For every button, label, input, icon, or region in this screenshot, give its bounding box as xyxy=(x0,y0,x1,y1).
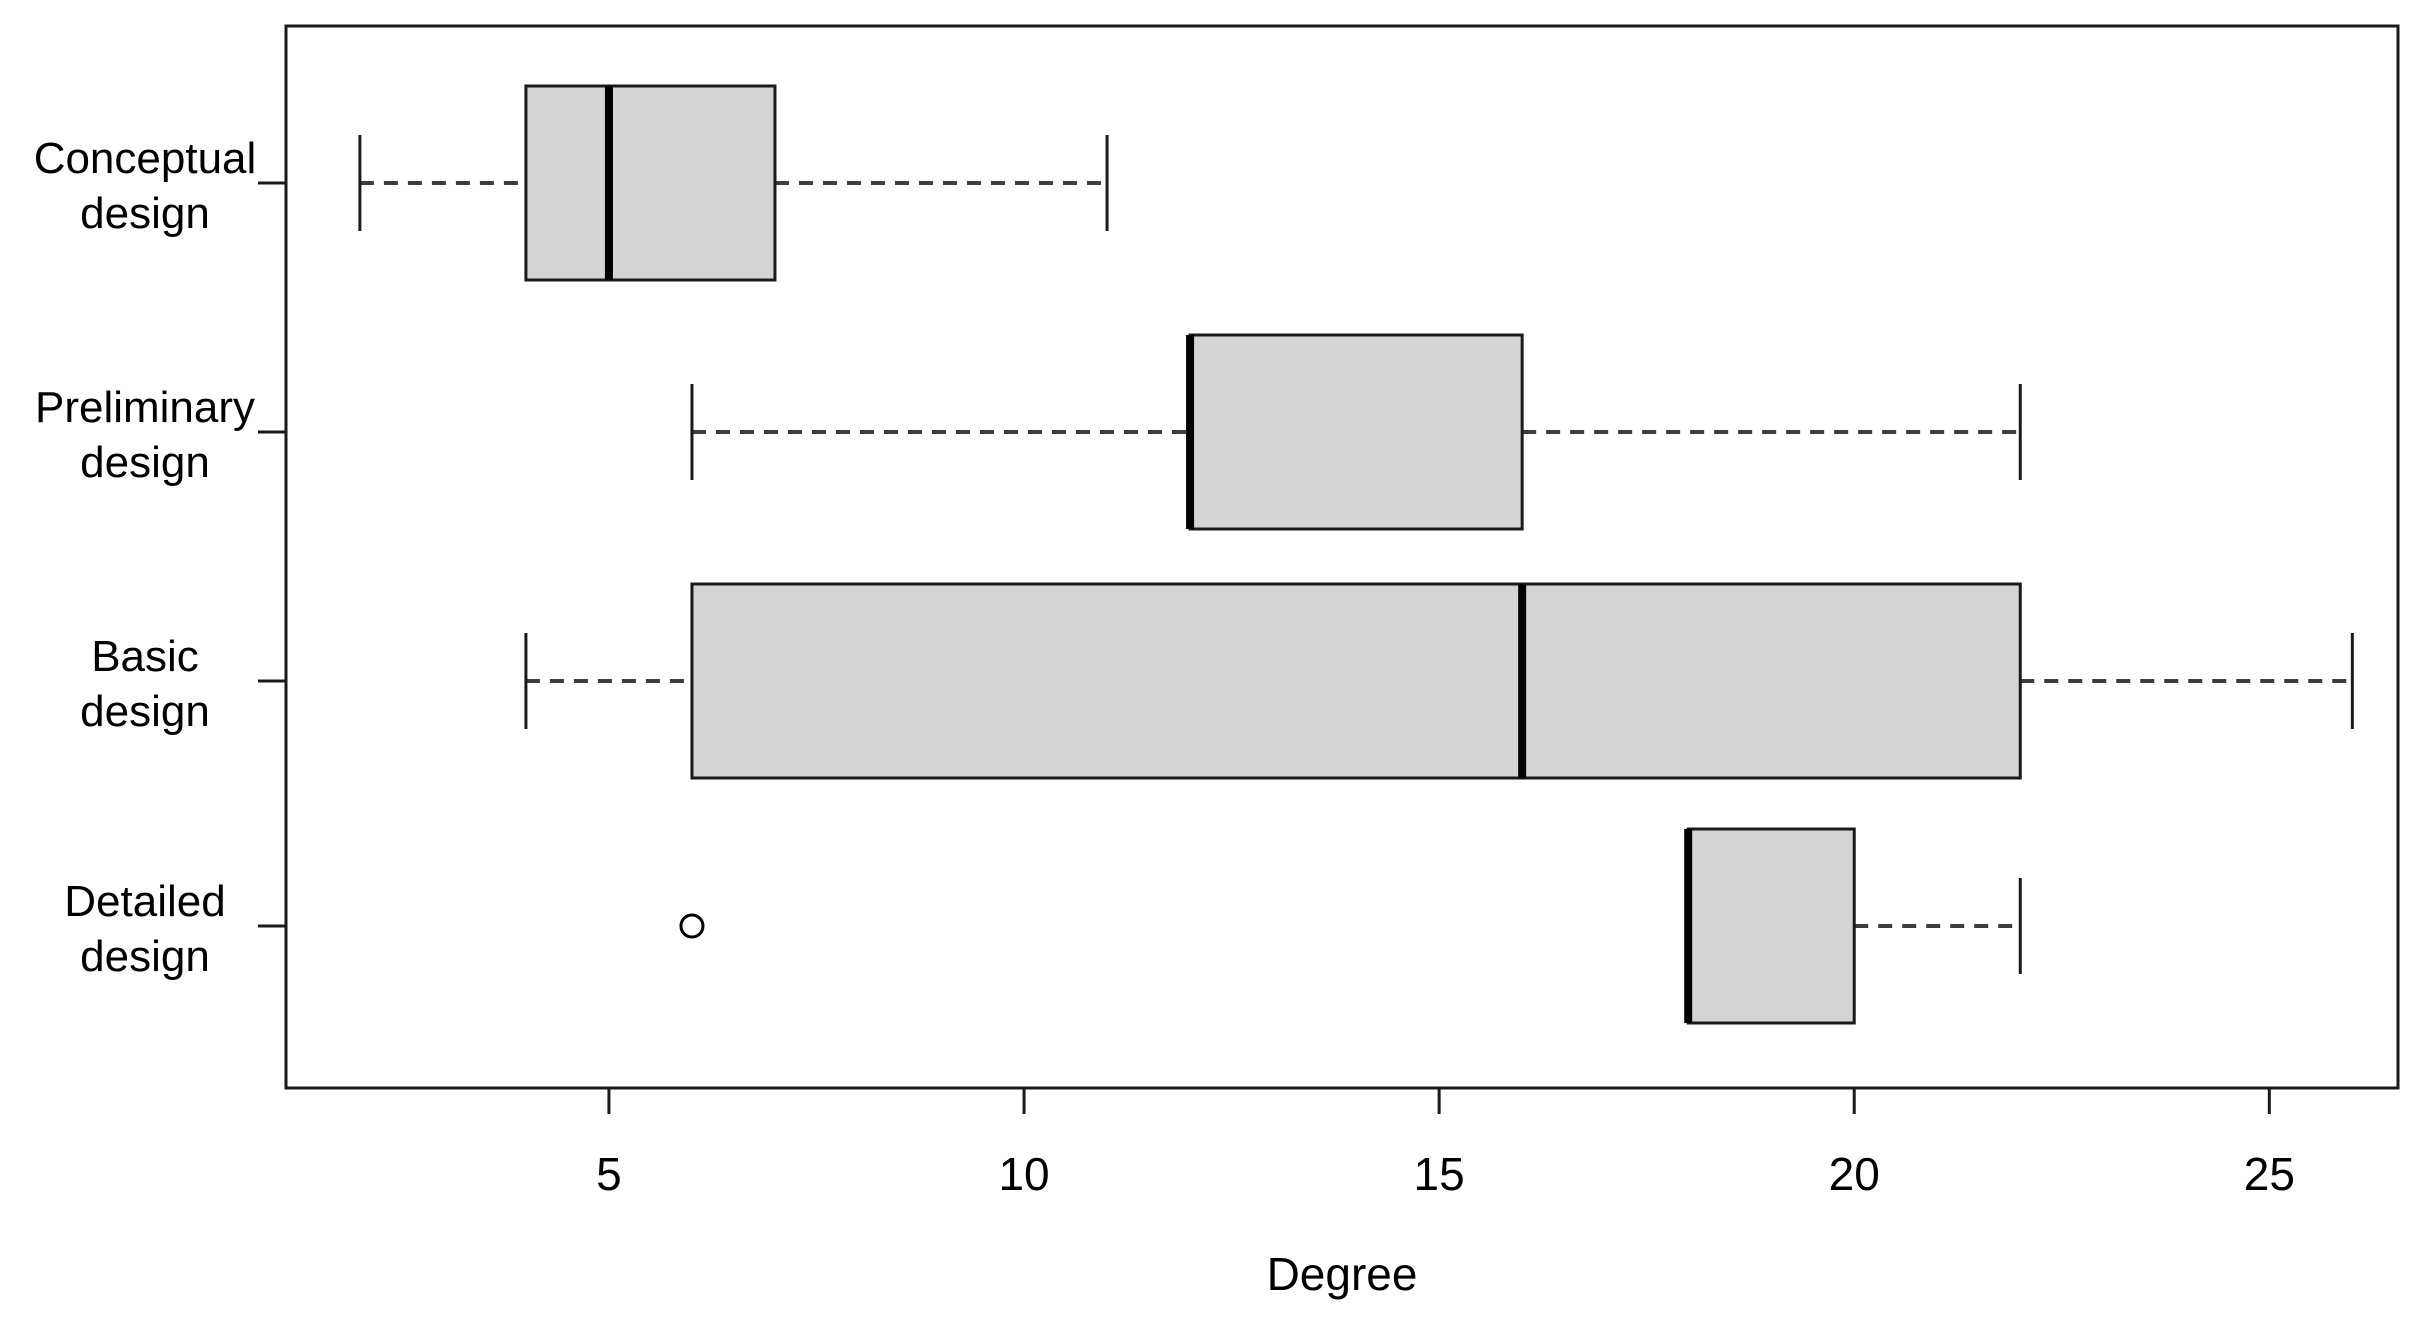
x-tick-label-25: 25 xyxy=(2244,1148,2295,1200)
y-label-line-basic-design-0: Basic xyxy=(91,632,199,681)
x-tick-label-20: 20 xyxy=(1829,1148,1880,1200)
y-label-basic-design: Basic design xyxy=(80,632,210,736)
y-label-line-detailed-design-0: Detailed xyxy=(64,877,225,926)
y-label-line-detailed-design-1: design xyxy=(80,932,210,981)
y-label-detailed-design: Detailed design xyxy=(64,877,225,981)
plot-frame xyxy=(284,24,2400,1090)
y-label-conceptual-design: Conceptual design xyxy=(34,134,257,238)
y-label-line-preliminary-design-0: Preliminary xyxy=(35,383,255,432)
y-label-line-conceptual-design-0: Conceptual xyxy=(34,134,257,183)
y-label-line-preliminary-design-1: design xyxy=(80,438,210,487)
box-detailed-design xyxy=(1686,827,1856,1025)
chart-layer: 5 10 15 20 25 Conceptual design Preliminary desi… xyxy=(34,24,2400,1200)
box-basic-design xyxy=(690,582,2022,780)
box-preliminary-design xyxy=(1188,333,1524,531)
x-tick-label-10: 10 xyxy=(998,1148,1049,1200)
y-label-preliminary-design: Preliminary design xyxy=(35,383,255,487)
box-conceptual-design xyxy=(524,84,777,282)
x-axis-title: Degree xyxy=(1267,1248,1418,1300)
x-tick-label-5: 5 xyxy=(596,1148,622,1200)
outlier-detailed-design-0 xyxy=(679,913,705,939)
x-tick-label-15: 15 xyxy=(1414,1148,1465,1200)
y-label-line-basic-design-1: design xyxy=(80,687,210,736)
y-label-line-conceptual-design-1: design xyxy=(80,189,210,238)
